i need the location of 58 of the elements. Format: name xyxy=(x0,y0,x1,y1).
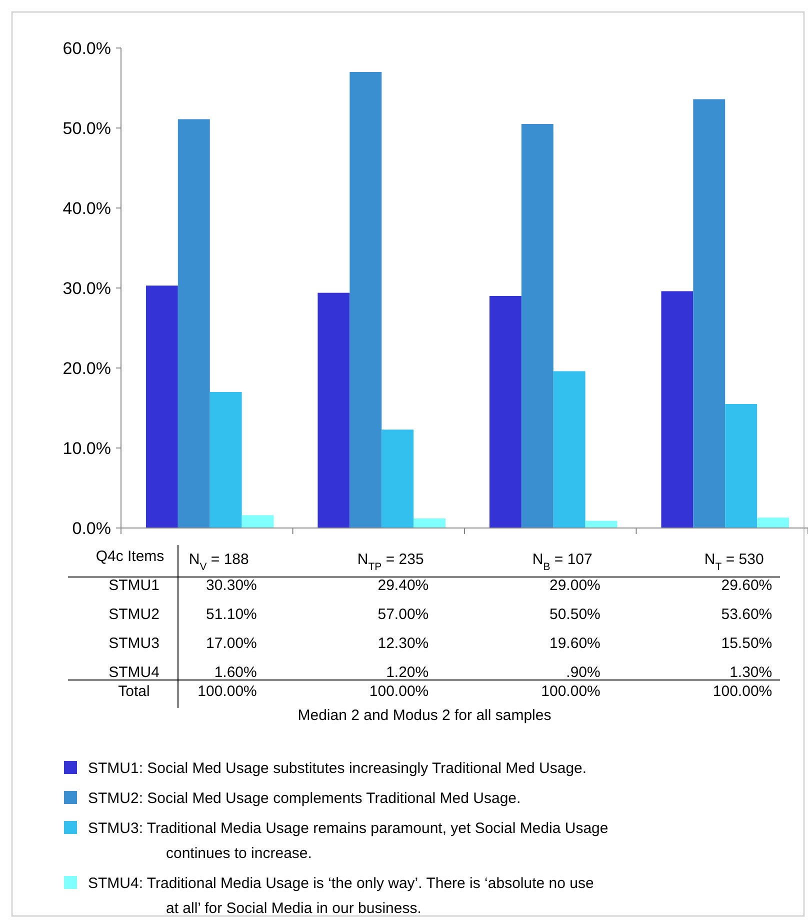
bar xyxy=(210,392,242,528)
x-tick-label: N$_{V}$ = 188 xyxy=(188,551,249,573)
x-tick-label: N$_{B}$ = 107 xyxy=(532,551,592,573)
y-tick-label: 50.0% xyxy=(62,118,111,138)
bar xyxy=(661,291,694,528)
data-label: 50.50% xyxy=(550,606,600,623)
data-label: 17.00% xyxy=(206,635,257,652)
text: STMU3 xyxy=(108,635,160,652)
text: 100.00% xyxy=(541,683,600,700)
bar xyxy=(725,404,758,528)
legend-label: STMU3: Traditional Media Usage remains paramount, yet Social Media Usage continues to increase. xyxy=(88,820,608,862)
bar xyxy=(178,119,210,528)
text: Total xyxy=(118,683,150,700)
text: STMU1 xyxy=(108,577,160,594)
y-tick-label: 10.0% xyxy=(62,438,111,458)
bar xyxy=(553,371,586,528)
x-tick-label: N$_{TP}$ = 235 xyxy=(357,551,424,573)
data-label: 1.60% xyxy=(214,664,257,681)
x-tick-label: N$_{T}$ = 530 xyxy=(704,551,764,573)
y-tick-label: 30.0% xyxy=(62,278,111,298)
data-label: 29.60% xyxy=(721,577,772,594)
data-label: 57.00% xyxy=(378,606,429,623)
y-tick-label: 20.0% xyxy=(62,358,111,378)
text: 100.00% xyxy=(198,683,257,700)
legend-label: STMU2: Social Med Usage complements Traditional Med Usage. xyxy=(88,790,521,807)
legend-label: STMU1: Social Med Usage substitutes increasingly Traditional Med Usage. xyxy=(88,760,587,777)
bar xyxy=(414,518,446,528)
data-label: 15.50% xyxy=(721,635,772,652)
y-tick-label: 40.0% xyxy=(62,198,111,218)
bar xyxy=(757,518,790,528)
data-label: .90% xyxy=(566,664,600,681)
bar xyxy=(242,515,274,528)
data-label: 1.30% xyxy=(730,664,772,681)
bar xyxy=(693,99,726,528)
data-label: 51.10% xyxy=(206,606,257,623)
text: STMU4 xyxy=(108,664,160,681)
bar xyxy=(146,286,178,528)
bar xyxy=(318,292,350,528)
legend-label: STMU4: Traditional Media Usage is ‘the only way’. There is ‘absolute no use at all’ for Social Media in our business. xyxy=(88,875,594,917)
bar xyxy=(585,520,618,528)
data-label: 30.30% xyxy=(206,577,257,594)
data-label: 53.60% xyxy=(721,606,772,623)
text: Median 2 and Modus 2 for all samples xyxy=(298,707,552,724)
bar xyxy=(489,296,522,528)
data-label: 19.60% xyxy=(550,635,600,652)
data-label: 12.30% xyxy=(378,635,429,652)
text: STMU2 xyxy=(108,606,160,623)
bar xyxy=(382,430,414,528)
text: 100.00% xyxy=(712,683,772,700)
y-tick-label: 60.0% xyxy=(62,38,111,58)
data-label: 29.40% xyxy=(378,577,429,594)
data-label: 29.00% xyxy=(550,577,600,594)
bar xyxy=(521,124,554,528)
text: Q4c Items xyxy=(96,548,164,565)
y-tick-label: 0.0% xyxy=(72,518,111,538)
data-label: 1.20% xyxy=(386,664,429,681)
bar xyxy=(350,72,382,528)
text: 100.00% xyxy=(369,683,429,700)
